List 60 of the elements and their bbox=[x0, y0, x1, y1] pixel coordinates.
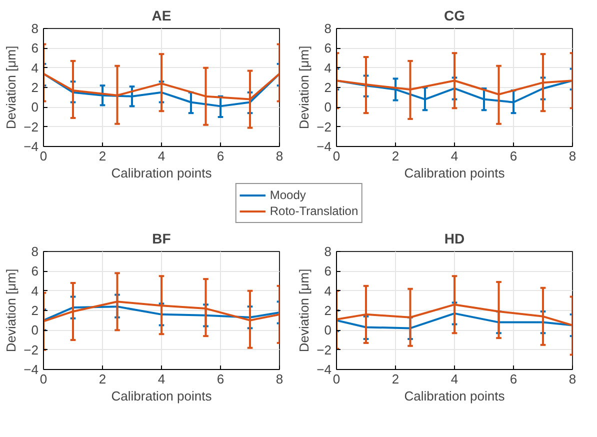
y-tick-label: 2 bbox=[31, 80, 39, 95]
x-tick-label: 4 bbox=[450, 148, 458, 164]
y-axis-title: Deviation [μm] bbox=[296, 46, 312, 130]
x-tick-label: 8 bbox=[568, 148, 576, 164]
y-tick-label: 4 bbox=[324, 60, 332, 76]
y-tick-label: −4 bbox=[24, 362, 39, 377]
y-tick-label: −2 bbox=[316, 342, 332, 358]
x-tick-label: 6 bbox=[510, 148, 518, 164]
y-tick-label: 2 bbox=[324, 80, 332, 95]
y-tick-label: 8 bbox=[31, 21, 39, 36]
y-tick-label: −2 bbox=[24, 119, 39, 134]
y-tick-label: 8 bbox=[324, 21, 332, 36]
y-axis-title: Deviation [μm] bbox=[296, 268, 312, 352]
y-tick-label: −4 bbox=[316, 139, 332, 154]
y-tick-label: 0 bbox=[31, 322, 39, 338]
x-axis-title: Calibration points bbox=[404, 166, 506, 180]
y-tick-label: 4 bbox=[31, 283, 39, 298]
y-tick-label: 6 bbox=[324, 40, 332, 56]
chart-title: CG bbox=[444, 8, 466, 24]
x-tick-label: 2 bbox=[98, 372, 106, 386]
y-tick-label: 0 bbox=[324, 100, 332, 115]
y-tick-label: −2 bbox=[24, 342, 39, 358]
y-tick-label: −4 bbox=[24, 139, 39, 154]
y-tick-label: 4 bbox=[31, 60, 39, 76]
x-tick-label: 4 bbox=[158, 148, 166, 164]
chart-title: AE bbox=[152, 8, 172, 24]
x-tick-label: 2 bbox=[98, 148, 106, 164]
chart-title: BF bbox=[152, 230, 172, 246]
y-tick-label: 6 bbox=[31, 40, 39, 56]
x-tick-label: 2 bbox=[392, 372, 400, 386]
y-tick-label: −2 bbox=[316, 119, 332, 134]
y-tick-label: 8 bbox=[324, 244, 332, 259]
x-axis-title: Calibration points bbox=[404, 388, 506, 404]
y-tick-label: −4 bbox=[316, 362, 332, 377]
y-tick-label: 2 bbox=[324, 303, 332, 318]
y-tick-label: 0 bbox=[324, 322, 332, 338]
y-tick-label: 2 bbox=[31, 303, 39, 318]
x-tick-label: 6 bbox=[510, 372, 518, 386]
line-series bbox=[44, 306, 280, 322]
x-tick-label: 4 bbox=[158, 372, 166, 386]
y-axis-title: Deviation [μm] bbox=[4, 46, 19, 130]
x-axis-title: Calibration points bbox=[111, 166, 212, 180]
y-tick-label: 6 bbox=[31, 264, 39, 279]
x-tick-label: 8 bbox=[276, 148, 284, 164]
line-series bbox=[336, 312, 572, 330]
legend-label: Roto-Translation bbox=[270, 203, 358, 219]
x-tick-label: 8 bbox=[568, 372, 576, 386]
y-tick-label: 4 bbox=[324, 283, 332, 298]
legend-label: Moody bbox=[270, 187, 306, 203]
chart-title: HD bbox=[444, 230, 465, 246]
y-tick-label: 0 bbox=[31, 100, 39, 115]
y-tick-label: 8 bbox=[31, 244, 39, 259]
y-axis-title: Deviation [μm] bbox=[4, 268, 19, 352]
x-tick-label: 6 bbox=[216, 148, 224, 164]
x-tick-label: 8 bbox=[276, 372, 284, 386]
y-tick-label: 6 bbox=[324, 264, 332, 279]
x-tick-label: 4 bbox=[450, 372, 458, 386]
x-tick-label: 2 bbox=[392, 148, 400, 164]
x-tick-label: 6 bbox=[216, 372, 224, 386]
x-axis-title: Calibration points bbox=[111, 388, 212, 404]
